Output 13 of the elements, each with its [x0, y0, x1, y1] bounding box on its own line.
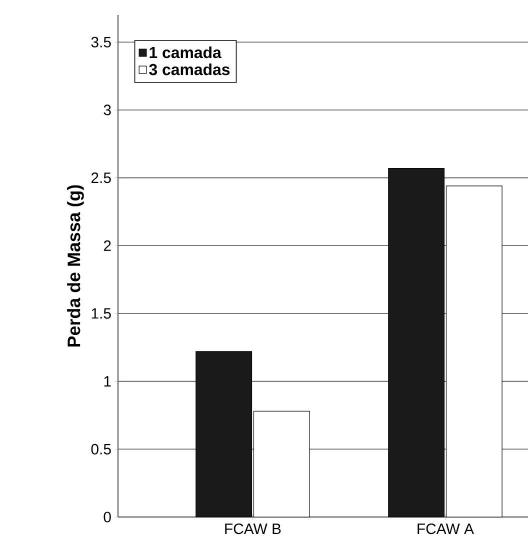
legend-label: 1 camada — [150, 46, 222, 58]
y-tick-label: 1.5 — [92, 308, 111, 319]
y-tick-label: 3 — [104, 104, 111, 116]
y-tick-label: 2 — [104, 240, 111, 251]
x-tick-label: FCAW A — [418, 524, 474, 534]
y-tick-label: 2.5 — [91, 172, 111, 184]
y-tick-label: 0.5 — [91, 444, 111, 454]
y-tick-label: 0 — [104, 512, 111, 522]
legend-label: 3 camadas — [149, 64, 230, 76]
x-tick-label: FCAW B — [225, 524, 281, 534]
y-axis-title: Perda de Massa (g) — [67, 185, 84, 347]
y-tick-label: 1 — [104, 376, 111, 386]
y-tick-label: 3.5 — [91, 36, 111, 48]
